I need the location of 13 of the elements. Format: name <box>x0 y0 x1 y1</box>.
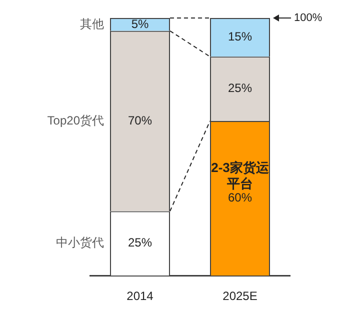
series-label: 其他 <box>80 16 104 31</box>
data-label: 60% <box>228 190 252 205</box>
x-tick-label: 2025E <box>222 289 258 304</box>
series-label: 中小货代 <box>56 236 104 250</box>
data-label: 25% <box>128 236 152 250</box>
data-label: 70% <box>128 113 152 128</box>
series-label: Top20货代 <box>47 113 104 128</box>
x-tick-label: 2014 <box>126 289 154 304</box>
series-label: 2-3家货运平台 <box>211 160 270 191</box>
data-label: 5% <box>131 16 149 31</box>
text: 100% <box>294 12 322 24</box>
data-label: 15% <box>228 30 252 44</box>
data-label: 25% <box>228 81 252 96</box>
